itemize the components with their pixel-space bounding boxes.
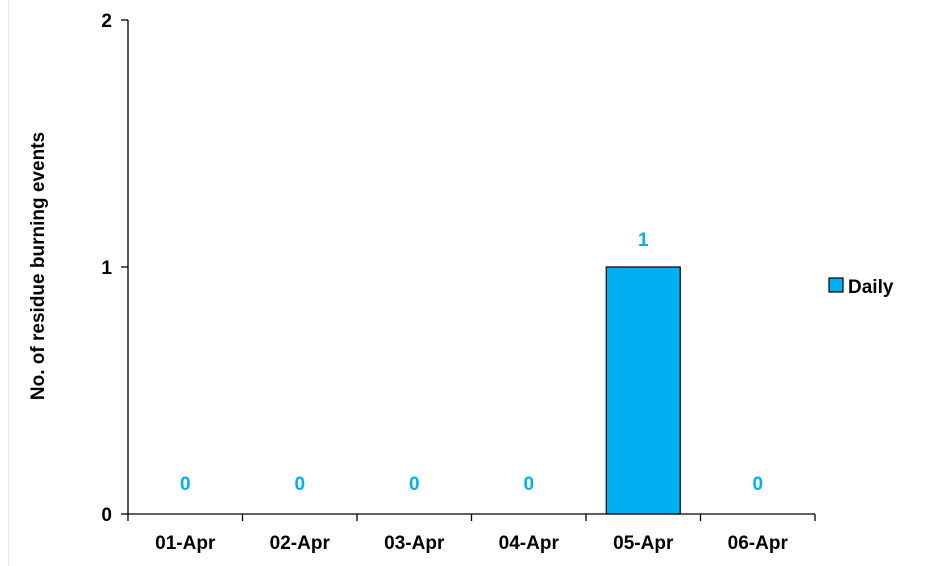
x-tick-label: 02-Apr [270,533,331,554]
legend: Daily [828,277,894,298]
frame-border [8,0,9,566]
y-tick-label: 1 [101,258,112,279]
x-tick-label: 05-Apr [613,533,674,554]
y-axis-label: No. of residue burning events [28,132,49,400]
x-tick-label: 01-Apr [155,533,216,554]
data-label-02-Apr: 0 [294,474,305,495]
data-label-01-Apr: 0 [180,474,191,495]
x-tick-label: 03-Apr [384,533,445,554]
data-labels-group: 0 0 0 0 1 0 [180,230,763,495]
bar-05-Apr [605,266,681,515]
data-label-03-Apr: 0 [409,474,420,495]
y-tick-label: 0 [101,505,112,526]
bars-group [605,266,681,515]
x-tick-label: 06-Apr [728,533,789,554]
x-tick-label: 04-Apr [499,533,560,554]
data-label-04-Apr: 0 [523,474,534,495]
legend-swatch-daily [828,277,844,293]
y-tick-label: 2 [101,11,112,32]
data-label-05-Apr: 1 [638,230,649,251]
data-label-06-Apr: 0 [752,474,763,495]
axes-group: 0 1 2 01-Apr 02-Apr 03-Apr 04-Apr 05-Apr 06-Apr [101,11,816,554]
legend-label-daily: Daily [848,277,894,298]
